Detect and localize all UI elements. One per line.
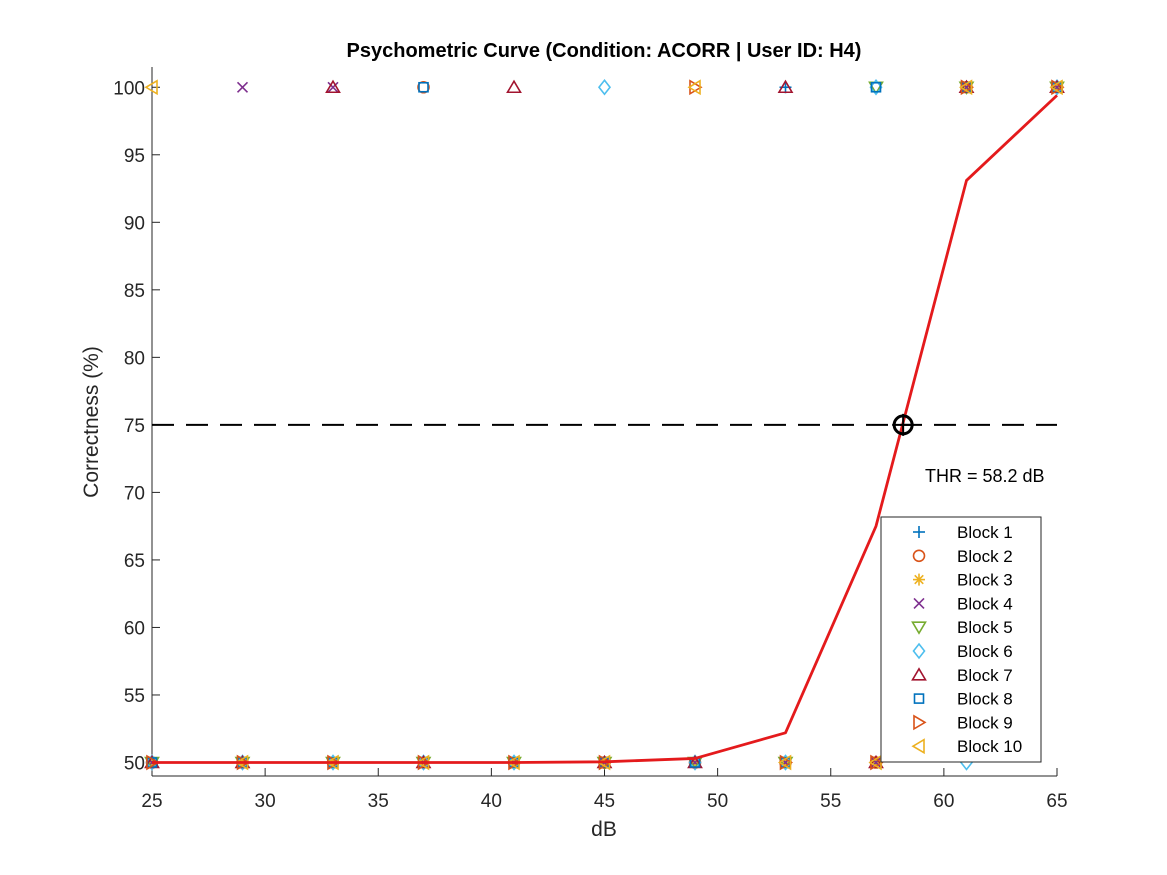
data-point (687, 79, 701, 96)
x-tick-label: 60 (933, 791, 954, 812)
y-tick-label: 60 (124, 618, 145, 639)
data-point (960, 81, 973, 93)
data-point (778, 754, 793, 771)
data-point (1050, 78, 1064, 96)
y-axis-label: Correctness (%) (80, 346, 103, 498)
data-point (325, 79, 341, 94)
legend: Block 1 Block 2 Block 3 Block 4 Block 5 Block… (880, 516, 1042, 763)
y-tick-label: 90 (124, 213, 145, 234)
legend-label: Block 3 (957, 571, 1013, 590)
x-tick-label: 65 (1046, 791, 1067, 812)
legend-label: Block 7 (957, 666, 1013, 685)
legend-label: Block 1 (957, 523, 1013, 542)
y-tick-label: 95 (124, 146, 145, 167)
legend-label: Block 8 (957, 690, 1013, 709)
data-point (777, 79, 794, 94)
data-point (146, 754, 160, 771)
data-point (144, 79, 158, 96)
data-point (597, 78, 612, 96)
x-tick-label: 45 (594, 791, 615, 812)
y-tick-label: 50 (124, 753, 145, 774)
y-tick-label: 55 (124, 686, 145, 707)
data-point (326, 754, 340, 771)
legend-marker (913, 526, 925, 538)
x-tick-label: 55 (820, 791, 841, 812)
data-point (417, 80, 430, 94)
plot-area: 25 30 35 40 45 50 55 60 65 50 55 60 65 70 75 80 85 90 95 10… (113, 67, 1068, 812)
legend-marker (911, 667, 927, 681)
legend-marker (913, 714, 927, 731)
data-point (507, 754, 521, 771)
data-point (870, 81, 882, 93)
legend-label: Block 9 (957, 713, 1013, 732)
x-tick-label: 25 (141, 791, 162, 812)
y-tick-label: 70 (124, 483, 145, 504)
fit-curve (152, 94, 1058, 764)
x-tick-label: 50 (707, 791, 728, 812)
legend-label: Block 2 (957, 547, 1013, 566)
data-point (145, 754, 159, 771)
y-tick-label: 65 (124, 551, 145, 572)
legend-label: Block 6 (957, 642, 1013, 661)
legend-label: Block 4 (957, 594, 1013, 613)
chart-title: Psychometric Curve (Condition: ACORR | U… (347, 40, 862, 62)
x-axis-label: dB (591, 818, 617, 841)
legend-marker (913, 597, 925, 609)
data-point (1049, 79, 1063, 96)
y-tick-label: 85 (124, 281, 145, 302)
data-point (236, 81, 249, 93)
legend-marker (913, 573, 925, 586)
legend-box (880, 516, 1042, 763)
legend-marker (912, 549, 926, 563)
y-tick-label: 75 (124, 416, 145, 437)
legend-label: Block 10 (957, 737, 1022, 756)
data-point (416, 754, 431, 771)
data-point (418, 81, 429, 93)
data-point (868, 754, 884, 769)
legend-label: Block 5 (957, 618, 1013, 637)
y-tick-label: 80 (124, 348, 145, 369)
data-point (688, 754, 702, 771)
legend-marker (912, 642, 926, 660)
x-tick-label: 30 (255, 791, 276, 812)
threshold-label: THR = 58.2 dB (925, 466, 1045, 486)
data-point (870, 756, 882, 769)
data-point (958, 79, 973, 96)
legend-marker (913, 693, 925, 704)
threshold-marker (892, 413, 915, 436)
legend-marker (911, 621, 927, 635)
y-tick-label: 100 (113, 78, 145, 99)
legend-marker (911, 738, 925, 755)
data-point (235, 754, 250, 771)
data-point (506, 79, 522, 94)
x-tick-label: 35 (368, 791, 389, 812)
x-tick-label: 40 (481, 791, 502, 812)
data-point (869, 78, 883, 96)
data-point (777, 754, 792, 771)
data-point (327, 81, 339, 93)
